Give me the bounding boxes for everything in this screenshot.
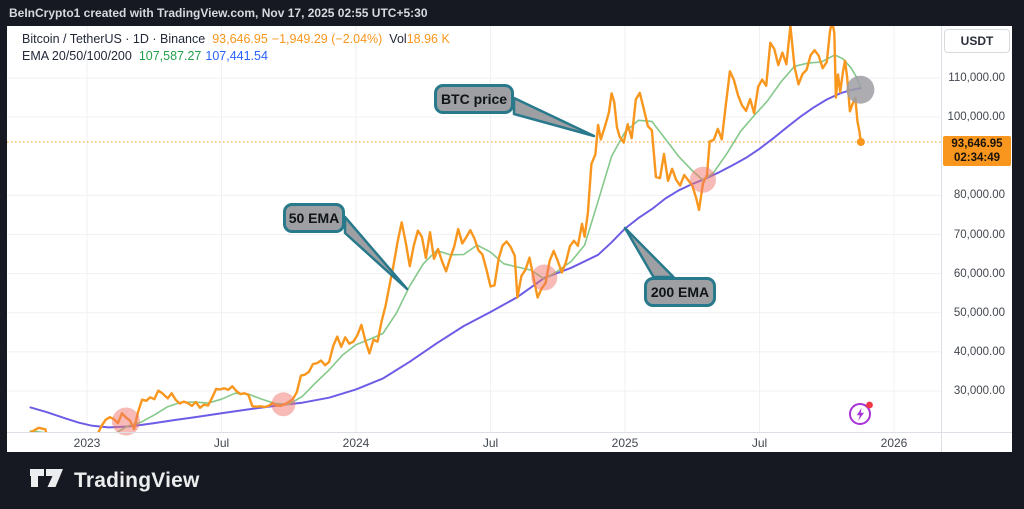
last-price-value: 93,646.95 [212, 32, 268, 46]
axis-price-value: 93,646.95 [951, 138, 1003, 150]
footer-bar: TradingView [0, 452, 1024, 509]
price-axis-label: 70,000.00 [953, 228, 1005, 241]
price-axis-label: 50,000.00 [953, 306, 1005, 319]
chart-legend: Bitcoin / TetherUS · 1D · Binance 93,646.… [22, 31, 450, 65]
ema-green-value: 107,587.27 [138, 49, 202, 63]
tradingview-logo-icon[interactable] [30, 466, 64, 495]
200-ema-line [29, 87, 862, 429]
price-axis-label: 110,000.00 [948, 72, 1005, 84]
time-axis-label: Jul [751, 436, 768, 450]
ema-cross-marker [271, 392, 296, 417]
legend-indicator-row[interactable]: EMA 20/50/100/200 107,587.27 107,441.54 [22, 48, 450, 65]
last-price-axis-label: 93,646.95 02:34:49 [943, 136, 1011, 166]
callout-btc-price[interactable]: BTC price [434, 84, 514, 114]
attribution-bar: BeInCrypto1 created with TradingView.com… [0, 0, 1024, 26]
time-axis-label: Jul [213, 436, 230, 450]
ema-cross-marker [846, 75, 875, 104]
volume-label: Vol [389, 32, 407, 46]
attribution-text: BeInCrypto1 created with TradingView.com… [9, 6, 428, 20]
time-axis-label: 2023 [73, 436, 101, 450]
price-axis-separator [941, 26, 942, 452]
callout-50-ema-label: 50 EMA [288, 210, 340, 226]
currency-unit-button[interactable]: USDT [944, 29, 1010, 53]
indicator-title: EMA 20/50/100/200 [22, 49, 132, 63]
bar-countdown: 02:34:49 [953, 152, 1001, 164]
callout-tail [512, 96, 596, 138]
btc-price-line [29, 26, 863, 432]
callout-tail [623, 226, 675, 279]
ema-blue-value: 107,441.54 [205, 49, 268, 63]
chart-canvas[interactable] [7, 26, 1012, 452]
chart-panel: Bitcoin / TetherUS · 1D · Binance 93,646.… [7, 26, 1012, 452]
price-axis-label: 30,000.00 [953, 385, 1005, 397]
price-change-value: −1,949.29 (−2.04%) [271, 32, 383, 46]
symbol-title: Bitcoin / TetherUS · 1D · Binance [22, 32, 206, 46]
ema-cross-marker [112, 407, 140, 436]
callout-50-ema[interactable]: 50 EMA [283, 203, 345, 233]
callout-tail [343, 215, 409, 291]
time-axis-label: Jul [482, 436, 499, 450]
callout-200-ema[interactable]: 200 EMA [644, 277, 716, 307]
time-axis-label: 2026 [880, 436, 908, 450]
callout-btc-price-label: BTC price [440, 91, 508, 107]
price-axis-label: 40,000.00 [953, 345, 1005, 358]
last-price-dot [856, 138, 865, 146]
ema-cross-marker [531, 264, 558, 291]
tradingview-brand-name[interactable]: TradingView [74, 468, 200, 492]
price-axis-label: 100,000.00 [947, 111, 1005, 124]
time-axis-separator [7, 432, 1012, 433]
ema-cross-marker [690, 166, 716, 193]
volume-value: 18.96 K [406, 32, 450, 46]
flash-alert-icon[interactable] [848, 400, 875, 427]
price-axis-label: 80,000.00 [953, 189, 1005, 202]
time-axis-label: 2025 [611, 436, 639, 450]
price-axis-label: 60,000.00 [953, 267, 1005, 280]
callout-200-ema-label: 200 EMA [650, 284, 710, 300]
time-axis-label: 2024 [342, 436, 370, 450]
legend-symbol-row[interactable]: Bitcoin / TetherUS · 1D · Binance 93,646.… [22, 31, 450, 48]
